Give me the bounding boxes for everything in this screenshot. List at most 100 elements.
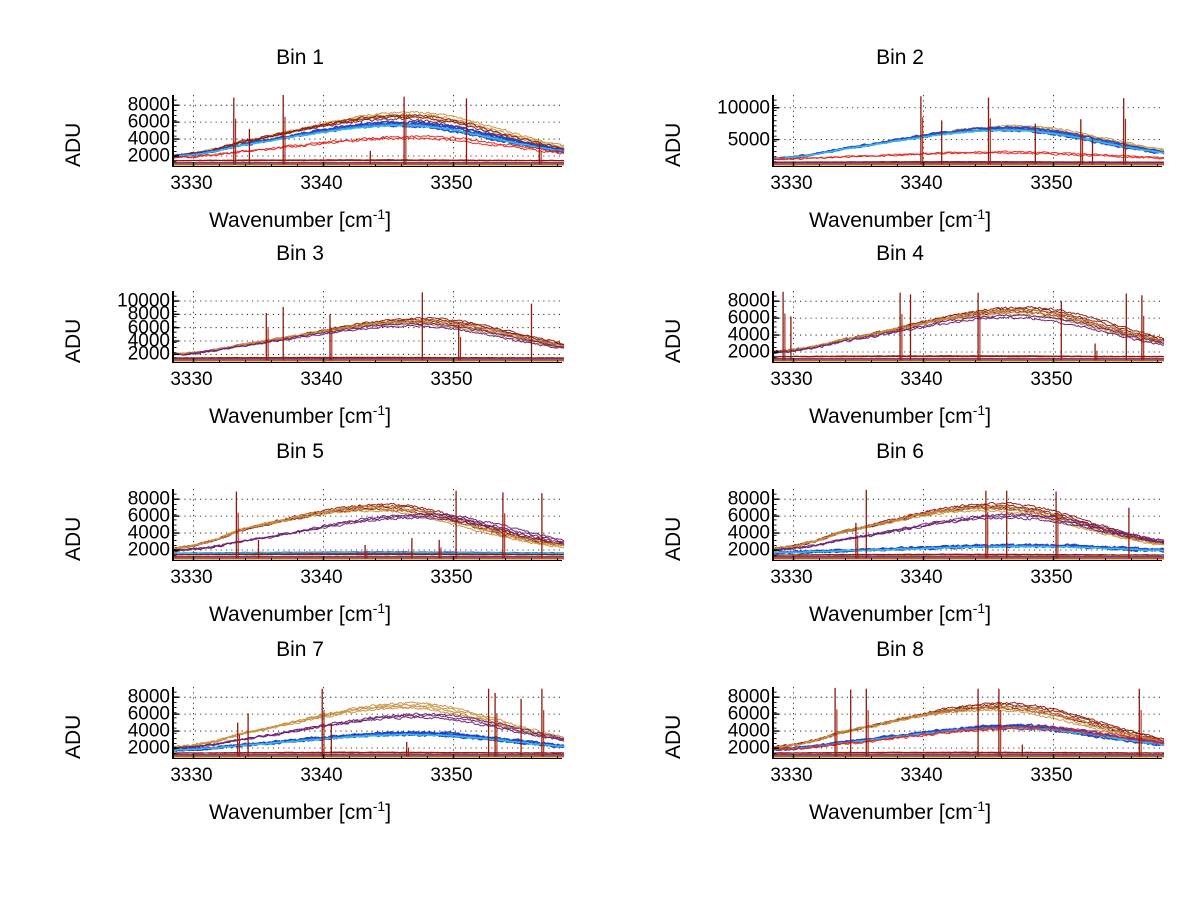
y-tick-label-group: 5000 10000 bbox=[674, 95, 770, 167]
tick-marks bbox=[774, 295, 1158, 363]
panel-bin-8: Bin 8 ADU 2000 4000 6000 8000 3330 3340 3350 Wave… bbox=[600, 638, 1200, 834]
y-tick-label: 2000 bbox=[127, 343, 170, 365]
x-tick-label: 3340 bbox=[900, 173, 943, 194]
x-tick-label: 3340 bbox=[300, 567, 343, 588]
x-tick-label: 3330 bbox=[770, 765, 813, 786]
trace-line bbox=[773, 312, 1165, 353]
y-tick-label: 2000 bbox=[127, 737, 170, 759]
x-axis-label-exponent: -1 bbox=[372, 798, 386, 814]
trace-line bbox=[173, 551, 565, 555]
y-tick-label: 4000 bbox=[127, 522, 170, 544]
x-axis-label-main: Wavenumber [cm bbox=[208, 405, 373, 428]
trace-line bbox=[773, 512, 1165, 552]
y-tick-label-group: 2000 4000 6000 8000 10000 bbox=[74, 291, 170, 365]
x-tick-label: 3350 bbox=[430, 765, 473, 786]
spike-group bbox=[233, 95, 542, 165]
plot-traces bbox=[773, 489, 1165, 561]
x-tick-label: 3330 bbox=[170, 567, 213, 588]
x-axis-label-tail: ] bbox=[985, 405, 992, 428]
x-tick-label: 3330 bbox=[170, 173, 213, 194]
x-tick-label-group: 3330 3340 3350 bbox=[170, 765, 562, 788]
plot-axes bbox=[772, 95, 1165, 167]
trace-line bbox=[773, 704, 1165, 749]
x-axis-label-exponent: -1 bbox=[972, 206, 986, 222]
y-tick-label-group: 2000 4000 6000 8000 bbox=[74, 489, 170, 561]
x-axis-label: Wavenumber [cm-1] bbox=[0, 403, 600, 429]
tick-marks bbox=[774, 493, 1158, 561]
x-axis-label-exponent: -1 bbox=[972, 402, 986, 418]
y-tick-label: 8000 bbox=[127, 94, 170, 116]
x-axis-label-tail: ] bbox=[385, 801, 392, 824]
spike-group bbox=[235, 490, 543, 559]
trace-line bbox=[773, 751, 1165, 754]
panel-title: Bin 6 bbox=[876, 440, 924, 463]
y-tick-label: 4000 bbox=[127, 330, 170, 352]
y-tick-label-group: 2000 4000 6000 8000 bbox=[674, 291, 770, 363]
trace-line bbox=[173, 110, 565, 157]
trace-line bbox=[173, 124, 565, 158]
x-tick-label-group: 3330 3340 3350 bbox=[170, 567, 562, 590]
y-tick-label: 6000 bbox=[127, 505, 170, 527]
x-tick-label-group: 3330 3340 3350 bbox=[770, 369, 1162, 392]
baseline-group bbox=[774, 161, 1164, 167]
y-tick-label: 6000 bbox=[127, 317, 170, 339]
panel-title: Bin 2 bbox=[876, 46, 924, 69]
trace-line bbox=[773, 505, 1165, 550]
y-tick-label-group: 2000 4000 6000 8000 bbox=[74, 95, 170, 167]
y-tick-label: 4000 bbox=[127, 720, 170, 742]
x-axis-label-tail: ] bbox=[385, 405, 392, 428]
tick-marks bbox=[774, 691, 1158, 759]
x-tick-label: 3340 bbox=[300, 369, 343, 390]
y-tick-label: 10000 bbox=[717, 97, 770, 119]
x-tick-label-group: 3330 3340 3350 bbox=[770, 173, 1162, 196]
x-axis-label-tail: ] bbox=[985, 209, 992, 232]
plot-axes bbox=[172, 489, 565, 561]
x-tick-label-group: 3330 3340 3350 bbox=[770, 765, 1162, 788]
trace-line bbox=[173, 159, 565, 162]
y-tick-label: 2000 bbox=[727, 539, 770, 561]
y-tick-label: 6000 bbox=[127, 111, 170, 133]
baseline-group bbox=[774, 555, 1164, 561]
x-tick-label: 3350 bbox=[1030, 765, 1073, 786]
y-tick-label: 6000 bbox=[727, 505, 770, 527]
panel-title: Bin 8 bbox=[876, 638, 924, 661]
x-tick-label: 3350 bbox=[430, 173, 473, 194]
y-tick-label: 8000 bbox=[727, 686, 770, 708]
x-tick-label: 3330 bbox=[170, 369, 213, 390]
baseline-group bbox=[174, 753, 564, 759]
spike-group bbox=[920, 96, 1127, 165]
spike-group bbox=[782, 291, 1145, 361]
baseline-group bbox=[774, 753, 1164, 759]
x-tick-label: 3340 bbox=[900, 369, 943, 390]
trace-group bbox=[773, 501, 1165, 556]
plot-traces bbox=[173, 95, 565, 167]
y-tick-label: 2000 bbox=[127, 539, 170, 561]
plot-axes bbox=[172, 687, 565, 759]
tick-marks bbox=[174, 99, 558, 167]
trace-line bbox=[773, 151, 1165, 161]
trace-line bbox=[173, 319, 565, 355]
trace-group bbox=[173, 316, 565, 359]
trace-line bbox=[173, 505, 565, 550]
x-axis-label-exponent: -1 bbox=[972, 600, 986, 616]
x-axis-label-main: Wavenumber [cm bbox=[808, 603, 973, 626]
trace-line bbox=[773, 504, 1165, 551]
plot-axes bbox=[172, 95, 565, 167]
trace-line bbox=[173, 324, 565, 356]
x-axis-label-main: Wavenumber [cm bbox=[208, 801, 373, 824]
y-tick-label: 8000 bbox=[727, 290, 770, 312]
trace-group bbox=[173, 502, 565, 556]
x-tick-label: 3350 bbox=[1030, 567, 1073, 588]
y-tick-label: 8000 bbox=[127, 488, 170, 510]
trace-line bbox=[773, 708, 1165, 749]
y-tick-label: 4000 bbox=[727, 522, 770, 544]
x-tick-label-group: 3330 3340 3350 bbox=[170, 369, 562, 392]
x-tick-label: 3330 bbox=[770, 173, 813, 194]
spike-group bbox=[855, 489, 1130, 559]
trace-line bbox=[773, 509, 1165, 550]
plot-traces bbox=[773, 95, 1165, 167]
trace-group bbox=[173, 110, 565, 162]
trace-line bbox=[773, 727, 1165, 751]
plot-axes bbox=[772, 687, 1165, 759]
x-axis-label-tail: ] bbox=[985, 603, 992, 626]
